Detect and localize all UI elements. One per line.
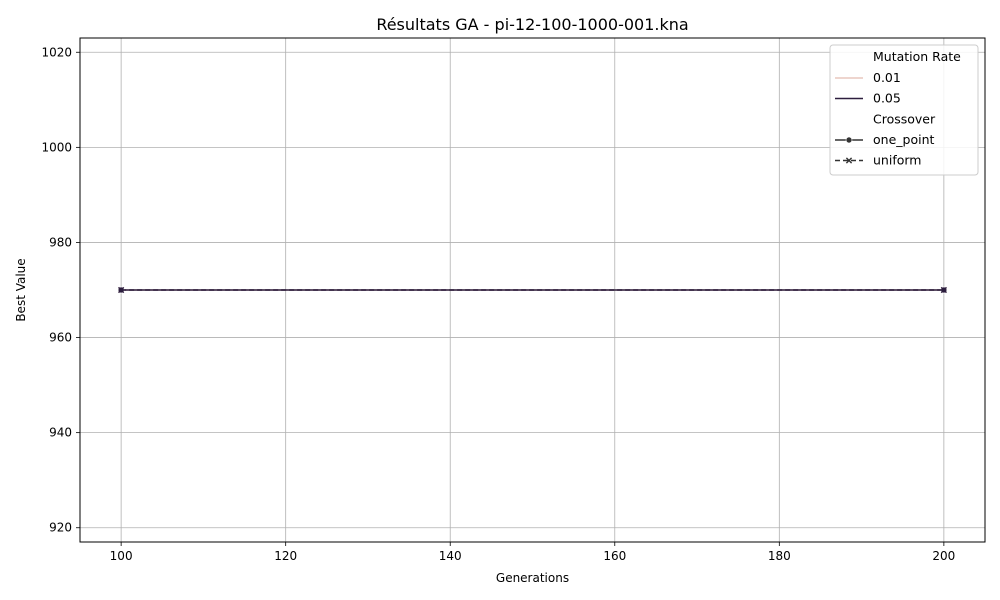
x-marker-stroke: [118, 286, 125, 294]
x-tick-label: 200: [932, 549, 955, 563]
x-tick-label: 140: [439, 549, 462, 563]
y-tick-label: 980: [49, 235, 72, 249]
legend: Mutation Rate 0.01 0.05 Crossover one_pointu…: [829, 44, 979, 176]
y-tick-label: 1000: [41, 140, 72, 154]
axis-ticks: 100 120 140 160 180 200 920 940 960 980 1000 1020: [41, 45, 955, 563]
data-point: [940, 286, 947, 294]
legend-box: [829, 44, 979, 176]
x-tick-label: 160: [603, 549, 626, 563]
y-tick-label: 960: [49, 331, 72, 345]
data-point: [118, 286, 125, 294]
legend-label: 0.01: [873, 70, 901, 85]
x-tick-label: 100: [110, 549, 133, 563]
legend-label: 0.05: [873, 91, 901, 106]
plot-area: [79, 37, 986, 543]
series-lines: [117, 286, 948, 294]
x-axis-title: Generations: [496, 571, 569, 585]
legend-marker: [845, 157, 853, 164]
x-tick-label: 180: [768, 549, 791, 563]
legend-label: one_point: [873, 132, 934, 147]
legend-title-crossover: Crossover: [873, 112, 936, 127]
series-0.05-uniform: [118, 286, 947, 294]
legend-marker: [845, 136, 853, 144]
legend-title-mutation-rate: Mutation Rate: [873, 49, 961, 64]
x-marker-stroke: [845, 157, 853, 164]
legend-label: uniform: [873, 153, 921, 168]
x-marker-stroke: [940, 286, 947, 294]
y-tick-label: 920: [49, 521, 72, 535]
x-tick-label: 120: [274, 549, 297, 563]
chart-title: Résultats GA - pi-12-100-1000-001.kna: [376, 15, 688, 34]
y-tick-label: 940: [49, 426, 72, 440]
y-tick-label: 1020: [41, 45, 72, 59]
y-axis-title: Best Value: [14, 258, 28, 321]
